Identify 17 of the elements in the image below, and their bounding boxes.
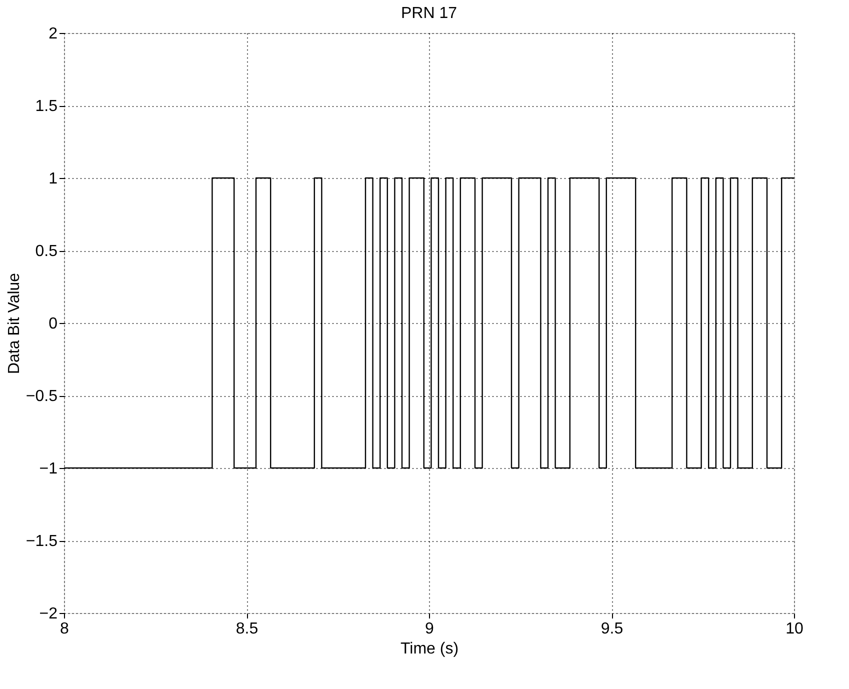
y-tick-label: 2 — [48, 26, 58, 42]
x-tick-label: 9 — [425, 620, 434, 638]
y-tick-label: 1 — [48, 170, 58, 188]
y-tick-label: −0.5 — [26, 388, 58, 405]
x-tick-label: 8.5 — [236, 620, 258, 638]
y-tick-label: −2 — [39, 606, 58, 622]
y-axis-title: Data Bit Value — [6, 272, 23, 374]
y-tick-label: −1 — [39, 460, 58, 478]
y-tick-label: 0 — [48, 316, 58, 332]
chart-title: PRN 17 — [400, 5, 458, 22]
x-tick-label: 9.5 — [600, 620, 624, 638]
x-axis-title: Time (s) — [400, 640, 459, 658]
y-tick-label: −1.5 — [26, 533, 58, 550]
y-tick-label: 1.5 — [35, 98, 58, 115]
x-tick-label: 8 — [60, 620, 70, 638]
y-tick-label: 0.5 — [35, 243, 58, 260]
x-tick-label: 10 — [786, 620, 804, 638]
